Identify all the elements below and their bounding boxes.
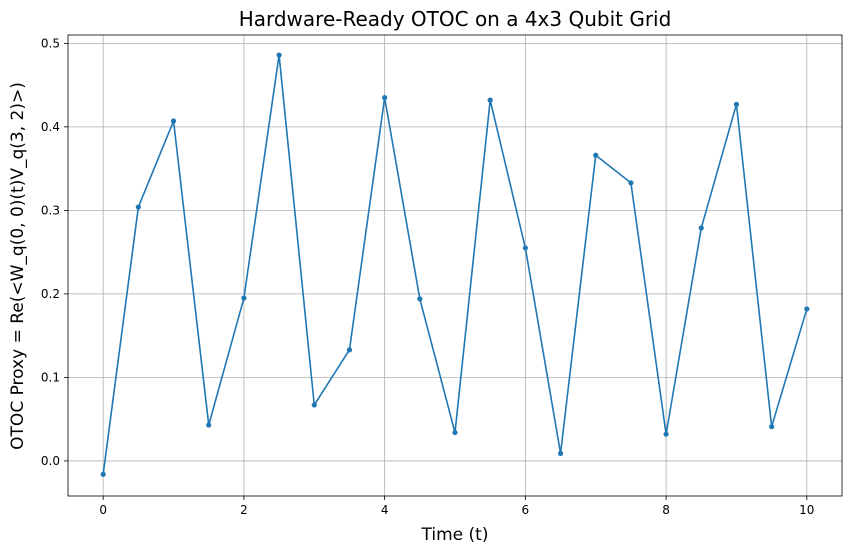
data-point	[557, 450, 564, 457]
y-tick-label: 0.4	[41, 120, 60, 134]
data-point	[663, 431, 669, 437]
x-tick-label: 4	[381, 503, 389, 517]
data-point	[769, 424, 775, 430]
data-point	[276, 52, 282, 58]
x-tick-label: 10	[799, 503, 814, 517]
data-point	[206, 422, 212, 428]
data-point	[311, 402, 317, 408]
data-point	[452, 429, 458, 436]
y-tick-label: 0.1	[41, 370, 60, 384]
data-point	[522, 245, 528, 251]
data-point	[804, 306, 810, 312]
data-point	[593, 152, 599, 158]
x-tick-label: 0	[99, 503, 107, 517]
data-point	[417, 296, 423, 302]
y-tick-label: 0.2	[41, 287, 60, 301]
y-axis-title: OTOC Proxy = Re(<W_q(0, 0)(t)V_q(3, 2)>)	[8, 82, 28, 450]
x-tick-label: 2	[240, 503, 248, 517]
data-point	[487, 97, 493, 103]
y-tick-label: 0.5	[41, 36, 60, 50]
plot-frame	[67, 34, 843, 497]
data-point	[170, 118, 177, 124]
tick-layer: 0 2 4 6 8 10 0.0 0.1 0.2 0.3 0.4 0.5	[41, 36, 815, 517]
x-axis-title: Time (t)	[421, 525, 489, 545]
y-tick-label: 0.3	[41, 203, 60, 217]
data-point	[733, 101, 740, 107]
series-line	[102, 54, 808, 475]
x-tick-label: 6	[522, 503, 530, 517]
y-tick-label: 0.0	[41, 454, 60, 468]
data-point	[628, 180, 634, 186]
data-point	[241, 295, 247, 301]
grid-lines	[68, 35, 842, 496]
data-point	[135, 204, 141, 210]
data-point	[698, 225, 704, 231]
series-layer	[100, 52, 810, 477]
data-point	[100, 471, 106, 477]
data-point	[382, 95, 388, 101]
data-point	[346, 347, 353, 353]
x-tick-label: 8	[662, 503, 670, 517]
chart-title: Hardware-Ready OTOC on a 4x3 Qubit Grid	[239, 7, 672, 31]
